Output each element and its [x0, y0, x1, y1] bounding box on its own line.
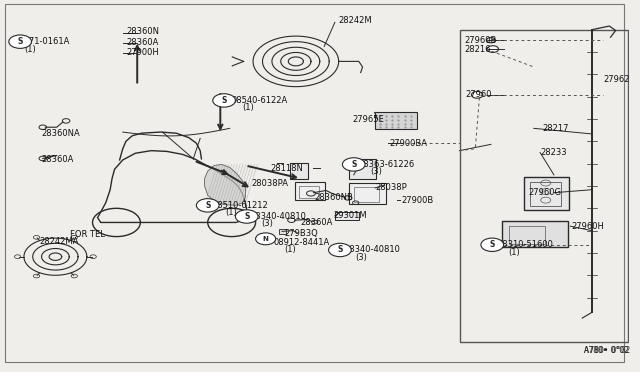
Text: S: S [244, 212, 250, 221]
Circle shape [9, 35, 31, 48]
Bar [349, 159, 376, 179]
Bar [349, 183, 386, 204]
Text: 28242MA: 28242MA [39, 237, 79, 246]
Text: 08340-40810: 08340-40810 [250, 212, 307, 221]
Circle shape [472, 92, 483, 98]
Circle shape [255, 233, 276, 245]
Circle shape [481, 238, 504, 251]
Bar [354, 187, 379, 202]
Text: 28038PA: 28038PA [252, 179, 289, 187]
Circle shape [328, 243, 351, 257]
Text: 28242M: 28242M [339, 16, 372, 25]
Bar [294, 182, 325, 200]
Text: 27900BA: 27900BA [389, 139, 427, 148]
Bar [530, 182, 561, 206]
Bar [299, 186, 319, 198]
Bar [524, 177, 569, 210]
Circle shape [342, 158, 365, 171]
Text: S: S [205, 201, 211, 210]
Text: S: S [17, 37, 23, 46]
Text: 27960G: 27960G [529, 188, 562, 197]
Text: 28118N: 28118N [271, 164, 303, 173]
Text: 28360N: 28360N [126, 27, 159, 36]
Text: 28360NB: 28360NB [315, 193, 354, 202]
Bar [289, 163, 308, 179]
Text: S: S [221, 96, 227, 105]
Text: 28360A: 28360A [301, 218, 333, 227]
Text: (3): (3) [370, 167, 382, 176]
Text: S: S [351, 160, 356, 169]
Text: 29301M: 29301M [333, 211, 367, 220]
Text: 28233: 28233 [540, 148, 566, 157]
Text: FOR TEL: FOR TEL [70, 230, 106, 239]
Bar [335, 212, 359, 220]
Circle shape [236, 210, 258, 223]
Text: 08912-8441A: 08912-8441A [274, 238, 330, 247]
Text: 08310-51600: 08310-51600 [497, 240, 553, 249]
Text: 08363-61226: 08363-61226 [359, 160, 415, 169]
Text: (1): (1) [225, 208, 237, 217]
Text: 08540-6122A: 08540-6122A [232, 96, 288, 105]
Text: 28217: 28217 [543, 124, 569, 133]
Circle shape [487, 46, 499, 52]
Text: (1): (1) [24, 45, 36, 54]
Text: 27960: 27960 [466, 90, 492, 99]
Text: N: N [262, 236, 269, 242]
Text: (1): (1) [285, 246, 296, 254]
Text: 08510-61212: 08510-61212 [212, 201, 269, 210]
Text: 27900H: 27900H [126, 48, 159, 57]
Text: A780• 0°02: A780• 0°02 [584, 346, 630, 355]
Text: 27960H: 27960H [572, 222, 604, 231]
Text: 27960B: 27960B [465, 36, 497, 45]
Circle shape [212, 94, 236, 107]
Text: S: S [490, 240, 495, 249]
Bar [502, 221, 568, 247]
Text: 28038P: 28038P [375, 183, 407, 192]
Text: (1): (1) [243, 103, 254, 112]
Text: (1): (1) [509, 248, 520, 257]
Text: (3): (3) [356, 253, 367, 262]
Text: S: S [337, 246, 342, 254]
Bar [509, 226, 545, 244]
Bar [460, 30, 628, 342]
Text: A780• 0°02: A780• 0°02 [584, 346, 629, 355]
Polygon shape [205, 164, 246, 205]
Text: (3): (3) [261, 219, 273, 228]
Text: 28360A: 28360A [126, 38, 158, 47]
Text: 27965E: 27965E [353, 115, 384, 124]
Circle shape [196, 199, 219, 212]
Text: 28216: 28216 [465, 45, 491, 54]
Bar [279, 229, 287, 234]
Text: 27900B: 27900B [401, 196, 434, 205]
Text: 08171-0161A: 08171-0161A [14, 37, 70, 46]
Text: 08340-40810: 08340-40810 [345, 246, 401, 254]
Text: 27962: 27962 [603, 76, 630, 84]
Text: 279B3Q: 279B3Q [285, 229, 318, 238]
Bar [374, 112, 417, 129]
Text: 28360A: 28360A [41, 155, 74, 164]
Text: 28360NA: 28360NA [41, 129, 79, 138]
